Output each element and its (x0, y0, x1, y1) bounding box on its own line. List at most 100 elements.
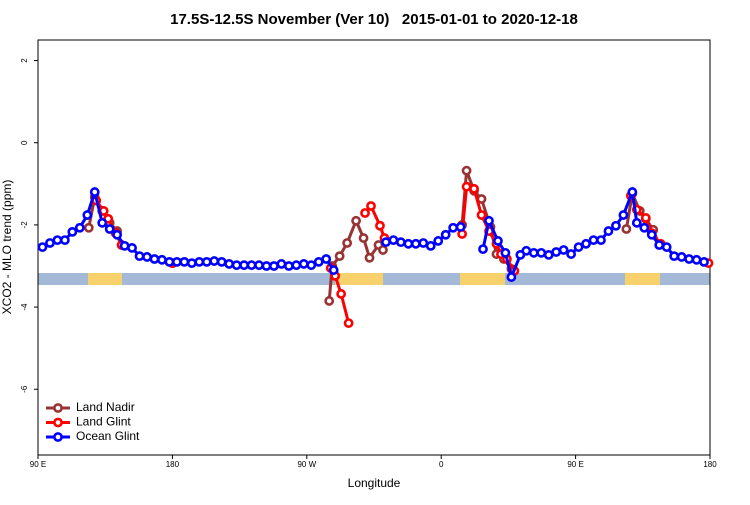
point (618, 210, 629, 220)
point (676, 252, 687, 262)
point (216, 256, 227, 267)
point (313, 256, 324, 267)
mask-strip (38, 273, 710, 285)
point (566, 249, 577, 259)
point (395, 237, 406, 248)
point (59, 235, 70, 246)
point (324, 296, 335, 306)
point (493, 236, 503, 246)
point (476, 210, 487, 220)
y-tick-label: -4 (20, 303, 29, 311)
y-tick-label: 0 (20, 140, 29, 145)
point (364, 252, 375, 263)
x-tick-label: 0 (439, 460, 444, 469)
x-axis-label: Longitude (348, 476, 401, 490)
point (654, 240, 665, 250)
point (67, 226, 78, 237)
point (164, 256, 175, 267)
point (194, 256, 205, 267)
point (699, 256, 709, 267)
y-axis-label: XCO2 - MLO trend (ppm) (0, 180, 14, 315)
point (254, 260, 264, 271)
point (298, 259, 309, 269)
point (551, 247, 562, 257)
point (276, 259, 287, 269)
point (669, 251, 680, 262)
point (157, 254, 167, 265)
point (621, 224, 632, 234)
point (588, 235, 599, 246)
legend-label: Land Nadir (76, 400, 135, 414)
point (500, 247, 511, 258)
y-tick-label: -2 (20, 221, 29, 229)
x-tick-label: 90 E (567, 460, 583, 469)
point (52, 235, 63, 246)
x-tick-label: 90 W (297, 460, 316, 469)
point (261, 261, 272, 271)
point (691, 254, 702, 265)
point (343, 318, 354, 329)
legend-label: Land Glint (76, 415, 131, 429)
point (596, 235, 606, 246)
y-tick-label: 2 (20, 58, 29, 63)
point (186, 258, 197, 269)
point (640, 213, 651, 223)
point (478, 244, 488, 255)
point (239, 260, 249, 271)
point (440, 229, 451, 240)
land-strip (625, 273, 660, 285)
point (328, 265, 339, 275)
point (127, 243, 137, 253)
point (631, 217, 642, 228)
point (646, 229, 657, 240)
point (378, 245, 388, 255)
point (104, 224, 115, 234)
point (661, 242, 672, 252)
point (375, 220, 385, 231)
point (74, 222, 85, 233)
point (209, 256, 220, 266)
point (469, 183, 479, 194)
point (83, 222, 94, 233)
point (388, 235, 399, 246)
point (425, 240, 436, 251)
point (269, 261, 279, 271)
point (433, 236, 444, 246)
point (410, 238, 421, 249)
legend-marker (53, 403, 63, 413)
point (89, 187, 100, 197)
point (506, 272, 517, 282)
point (231, 260, 242, 271)
point (112, 229, 123, 240)
point (224, 259, 235, 269)
point (334, 251, 345, 262)
point (291, 260, 302, 271)
point (283, 261, 294, 271)
y-tick-label: -6 (20, 385, 29, 393)
legend-marker (53, 432, 63, 442)
point (97, 217, 108, 228)
point (306, 260, 317, 271)
point (476, 194, 487, 204)
point (536, 247, 547, 258)
point (627, 187, 638, 197)
point (573, 242, 584, 252)
point (484, 215, 494, 226)
point (403, 238, 414, 249)
point (455, 222, 466, 232)
point (246, 260, 257, 271)
point (201, 256, 212, 267)
point (149, 254, 160, 264)
point (543, 249, 554, 260)
point (37, 242, 48, 252)
legend-label: Ocean Glint (76, 429, 140, 443)
point (351, 215, 361, 226)
point (45, 238, 55, 248)
land-strip (88, 273, 122, 285)
point (179, 256, 190, 267)
point (611, 220, 621, 231)
point (528, 247, 539, 258)
point (82, 210, 93, 220)
